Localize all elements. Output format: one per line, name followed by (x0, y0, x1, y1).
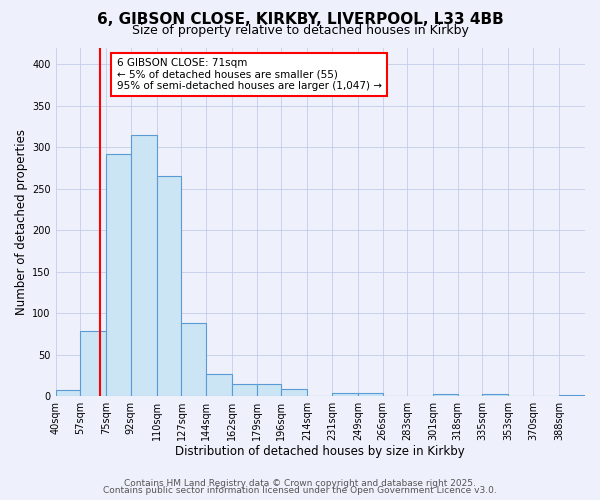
Bar (206, 374, 232, 396)
Y-axis label: Number of detached properties: Number of detached properties (15, 129, 28, 315)
Bar (358, 393, 383, 396)
Bar (433, 394, 458, 396)
Bar (232, 384, 257, 396)
Bar (257, 384, 281, 396)
Bar (281, 390, 307, 396)
Bar (131, 134, 157, 396)
Bar (332, 393, 358, 396)
Bar (157, 176, 181, 396)
Text: Size of property relative to detached houses in Kirkby: Size of property relative to detached ho… (131, 24, 469, 37)
Text: Contains HM Land Registry data © Crown copyright and database right 2025.: Contains HM Land Registry data © Crown c… (124, 478, 476, 488)
Text: 6 GIBSON CLOSE: 71sqm
← 5% of detached houses are smaller (55)
95% of semi-detac: 6 GIBSON CLOSE: 71sqm ← 5% of detached h… (116, 58, 382, 91)
X-axis label: Distribution of detached houses by size in Kirkby: Distribution of detached houses by size … (175, 444, 465, 458)
Bar (482, 394, 508, 396)
Bar (56, 390, 80, 396)
Text: Contains public sector information licensed under the Open Government Licence v3: Contains public sector information licen… (103, 486, 497, 495)
Bar (80, 330, 106, 396)
Bar (106, 154, 131, 396)
Bar (181, 323, 206, 396)
Text: 6, GIBSON CLOSE, KIRKBY, LIVERPOOL, L33 4BB: 6, GIBSON CLOSE, KIRKBY, LIVERPOOL, L33 … (97, 12, 503, 28)
